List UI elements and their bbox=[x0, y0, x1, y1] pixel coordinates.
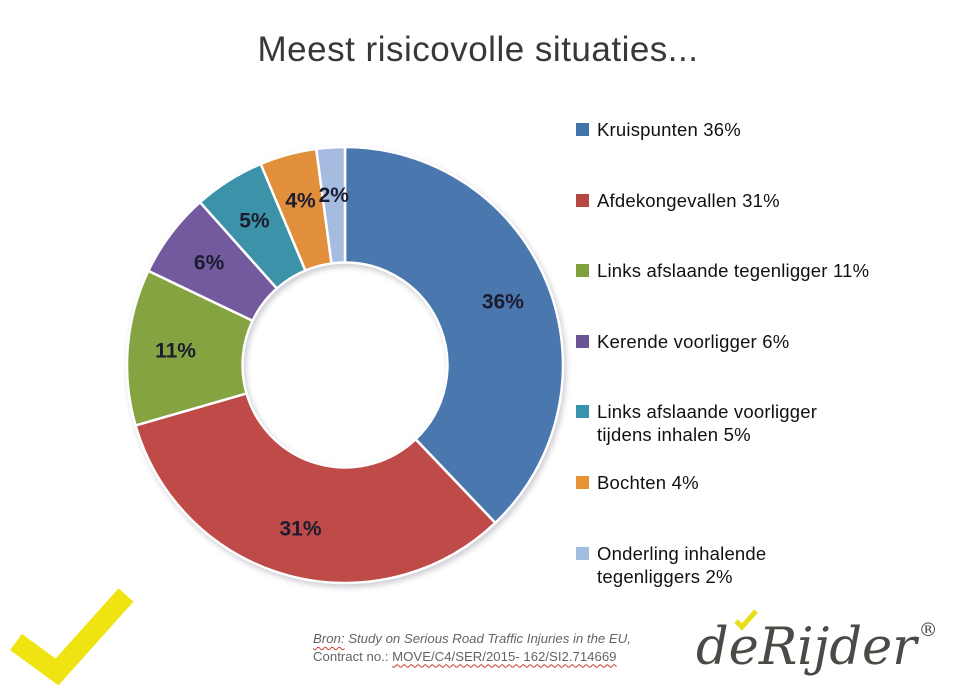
legend-label: Kruispunten 36% bbox=[597, 119, 741, 140]
checkmark-icon bbox=[10, 588, 134, 685]
source-line-1: Bron: Study on Serious Road Traffic Inju… bbox=[313, 630, 631, 648]
source-line-2: Contract no.: MOVE/C4/SER/2015- 162/SI2.… bbox=[313, 648, 631, 666]
chart-legend: Kruispunten 36% Afdekongevallen 31% Link… bbox=[576, 118, 946, 612]
legend-item-links-afslaande-voorligger-tijdens-inhalen: Links afslaande voorligger tijdens inhal… bbox=[576, 400, 946, 471]
legend-label: Afdekongevallen 31% bbox=[597, 189, 780, 211]
slice-label-onderling-inhalende-tegenliggers: 2% bbox=[319, 184, 350, 207]
legend-color-swatch bbox=[576, 334, 589, 348]
legend-label: Links afslaande voorligger tijdens inhal… bbox=[597, 401, 818, 446]
legend-item-links-afslaande-tegenligger: Links afslaande tegenligger 11% bbox=[576, 259, 946, 330]
source-label: Bron: bbox=[313, 631, 345, 646]
legend-label: Bochten 4% bbox=[597, 471, 699, 493]
legend-item-kerende-voorligger: Kerende voorligger 6% bbox=[576, 330, 946, 401]
brand-text: deRijder ® bbox=[696, 618, 938, 677]
slice-label-afdekongevallen: 31% bbox=[279, 518, 321, 541]
legend-color-swatch bbox=[576, 123, 589, 136]
source-note: Bron: Study on Serious Road Traffic Inju… bbox=[313, 630, 631, 665]
legend-item-kruispunten: Kruispunten 36% bbox=[576, 118, 946, 189]
source-text: Study on Serious Road Traffic Injuries i… bbox=[344, 631, 631, 646]
donut-slice-labels: 36% 31% 11% 6% 5% 4% 2% bbox=[155, 184, 524, 541]
donut-slices bbox=[125, 145, 565, 585]
slice-label-kerende-voorligger: 6% bbox=[194, 251, 225, 274]
legend-item-afdekongevallen: Afdekongevallen 31% bbox=[576, 189, 946, 260]
brand-part-rijder: Rijder bbox=[758, 618, 917, 677]
chart-title: Meest risicovolle situaties... bbox=[257, 30, 699, 69]
legend-color-swatch bbox=[576, 264, 589, 278]
brand-logo: deRijder ® bbox=[692, 608, 952, 683]
pie-slice-afdekongevallen bbox=[134, 392, 497, 585]
legend-label: Kerende voorligger 6% bbox=[597, 330, 790, 352]
slice-label-bochten: 4% bbox=[285, 189, 316, 212]
contract-number: MOVE/C4/SER/2015- 162/SI2.714669 bbox=[392, 648, 617, 664]
registered-mark: ® bbox=[918, 619, 938, 641]
slice-label-kruispunten: 36% bbox=[482, 290, 524, 313]
legend-color-swatch bbox=[576, 475, 589, 489]
legend-label: Links afslaande tegenligger 11% bbox=[597, 260, 870, 282]
slice-label-links-afslaande-tegenligger: 11% bbox=[155, 340, 196, 363]
legend-label: Onderling inhalende tegenliggers 2% bbox=[597, 542, 767, 587]
donut-chart: 36% 31% 11% 6% 5% 4% 2% bbox=[125, 145, 565, 585]
brand-part-de: de bbox=[696, 618, 759, 677]
slice-label-links-afslaande-voorligger-tijdens-inhalen: 5% bbox=[239, 210, 270, 233]
logo-checkmark-icon bbox=[734, 609, 758, 631]
legend-color-swatch bbox=[576, 405, 589, 419]
legend-item-onderling-inhalende-tegenliggers: Onderling inhalende tegenliggers 2% bbox=[576, 542, 946, 613]
pie-slice-onderling-inhalende-tegenliggers bbox=[315, 145, 347, 265]
contract-label: Contract no.: bbox=[313, 648, 393, 664]
legend-color-swatch bbox=[576, 546, 589, 560]
legend-color-swatch bbox=[576, 193, 589, 207]
legend-item-bochten: Bochten 4% bbox=[576, 471, 946, 542]
pie-slice-kruispunten bbox=[343, 145, 565, 525]
